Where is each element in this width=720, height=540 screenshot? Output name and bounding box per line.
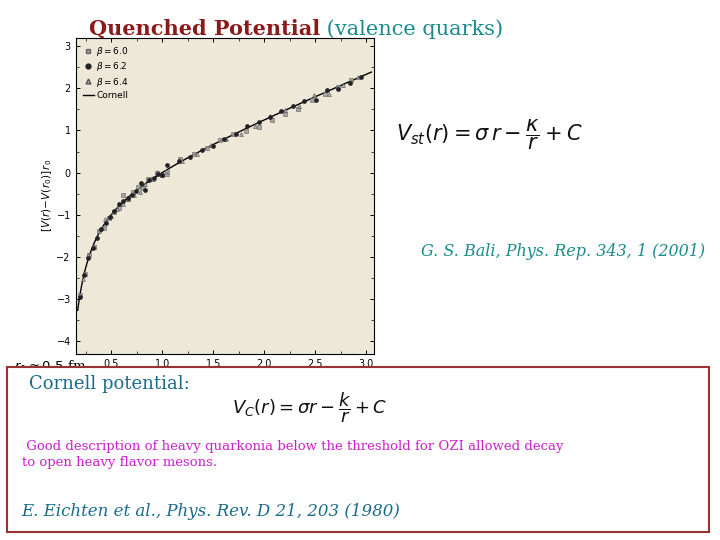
Text: Quenched Potential: Quenched Potential [89, 19, 320, 39]
Text: Good description of heavy quarkonia below the threshold for OZI allowed decay: Good description of heavy quarkonia belo… [22, 440, 563, 453]
X-axis label: $r/r_0$: $r/r_0$ [215, 370, 235, 384]
Text: $r_0 \approx 0.5$ fm: $r_0 \approx 0.5$ fm [14, 359, 86, 375]
Text: (valence quarks): (valence quarks) [320, 19, 503, 38]
Text: E. Eichten et al., Phys. Rev. D 21, 203 (1980): E. Eichten et al., Phys. Rev. D 21, 203 … [22, 503, 400, 520]
Text: $V_C(r) = \sigma r - \dfrac{k}{r} + C$: $V_C(r) = \sigma r - \dfrac{k}{r} + C$ [232, 390, 387, 425]
Text: $V_{st}(r) = \sigma\, r - \dfrac{\kappa}{r} + C$: $V_{st}(r) = \sigma\, r - \dfrac{\kappa}… [396, 118, 583, 152]
Y-axis label: $[V(r)\!-\!V(r_0)]\,r_0$: $[V(r)\!-\!V(r_0)]\,r_0$ [40, 159, 53, 232]
Text: to open heavy flavor mesons.: to open heavy flavor mesons. [22, 456, 217, 469]
Text: G. S. Bali, Phys. Rep. 343, 1 (2001): G. S. Bali, Phys. Rep. 343, 1 (2001) [421, 242, 706, 260]
Legend: $\beta = 6.0$, $\beta = 6.2$, $\beta = 6.4$, Cornell: $\beta = 6.0$, $\beta = 6.2$, $\beta = 6… [80, 42, 132, 103]
Text: Cornell potential:: Cornell potential: [29, 375, 189, 393]
